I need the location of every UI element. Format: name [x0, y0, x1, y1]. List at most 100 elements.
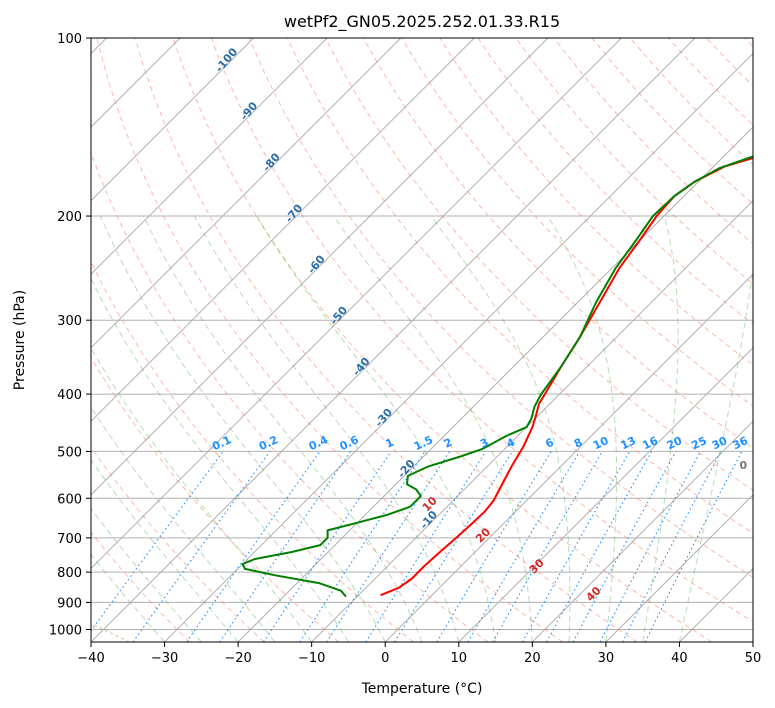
overlay-label-layer: 0.1 0.2 0.4 0.6 1 1.5 2 3 4 6 8 10 13 16 20 25 30 36-100-… [210, 45, 750, 604]
mixing-ratio-label: 16 [641, 434, 661, 452]
dry-adiabat-label: -30 [372, 406, 395, 430]
moist-adiabat-label: 40 [584, 584, 604, 604]
mixing-ratio-line [394, 451, 513, 642]
moist-adiabat-line [333, 215, 533, 642]
isotherm-line [91, 38, 255, 202]
dewpoint-profile-line [241, 155, 753, 598]
mixing-ratio-line [365, 451, 487, 642]
y-axis-label: Pressure (hPa) [12, 290, 28, 390]
mixing-ratio-line [186, 451, 321, 642]
mixing-ratio-line [299, 451, 426, 642]
mixing-ratio-label: 0.4 [307, 433, 330, 453]
moist-adiabat-label: 30 [527, 556, 547, 576]
mixing-ratio-line [644, 451, 743, 642]
mixing-ratio-label: 36 [731, 434, 751, 452]
dry-adiabat-line [668, 38, 753, 126]
adiabat-layer [91, 38, 753, 642]
dry-adiabat-line [248, 38, 753, 578]
dry-adiabat-line [91, 531, 191, 642]
dry-adiabat-line [591, 38, 753, 205]
dry-adiabat-line [91, 151, 489, 642]
dry-adiabat-line [134, 38, 638, 642]
dry-adiabat-line [553, 38, 753, 245]
mixing-ratio-label: 20 [665, 434, 685, 452]
x-tick-label: 20 [524, 651, 541, 666]
mixing-ratio-line [546, 451, 653, 642]
y-tick-label: 1000 [49, 623, 82, 638]
moist-adiabat-label: 20 [473, 525, 493, 545]
y-tick-label: 800 [57, 566, 82, 581]
y-tick-label: 400 [57, 388, 82, 403]
mixing-ratio-line [599, 451, 702, 642]
x-tick-label: −30 [151, 651, 178, 666]
moist-adiabat-label: 10 [420, 494, 440, 514]
moist-adiabat-line [143, 215, 423, 642]
mixing-ratio-label: 2 [442, 436, 454, 451]
dry-adiabat-label: -40 [350, 355, 373, 379]
moist-adiabat-line [91, 458, 239, 642]
dry-adiabat-label: -90 [238, 99, 261, 123]
dry-adiabat-label: -20 [395, 457, 418, 481]
moist-adiabat-line [547, 215, 618, 642]
dry-adiabat-line [96, 38, 563, 642]
isotherm-line [91, 38, 402, 349]
grid-layer [91, 38, 753, 642]
mixing-ratio-label: 25 [689, 434, 708, 452]
isotherm-line [91, 38, 475, 423]
mixing-ratio-label: 3 [478, 436, 490, 451]
y-tick-label: 600 [57, 492, 82, 507]
mixing-ratio-line [263, 451, 392, 642]
moist-adiabat-line [91, 553, 165, 642]
mixing-ratio-label: 0.2 [257, 433, 280, 453]
x-tick-label: −10 [298, 651, 325, 666]
dry-adiabat-line [91, 445, 265, 642]
zero-label: 0 [739, 459, 747, 472]
x-tick-label: 40 [671, 651, 688, 666]
moist-adiabat-line [430, 215, 571, 642]
dry-adiabat-line [439, 38, 753, 366]
dry-adiabat-line [91, 356, 340, 642]
x-tick-label: 30 [598, 651, 615, 666]
dry-adiabat-line [401, 38, 753, 407]
dry-adiabat-label: -100 [213, 45, 241, 75]
y-tick-label: 700 [57, 532, 82, 547]
dry-adiabat-line [91, 260, 414, 642]
series-layer [241, 155, 753, 598]
mixing-ratio-line [219, 451, 352, 642]
x-tick-label: −20 [224, 651, 251, 666]
dry-adiabat-line [706, 38, 753, 87]
isotherm-line [458, 347, 753, 642]
y-tick-label: 100 [57, 32, 82, 47]
moist-adiabat-line [642, 215, 679, 642]
mixing-ratio-label: 13 [618, 434, 637, 452]
temperature-profile-line [380, 156, 753, 597]
y-tick-label: 900 [57, 596, 82, 611]
mixing-ratio-label: 0.1 [210, 433, 233, 453]
mixing-ratio-line [467, 451, 581, 642]
moist-adiabat-line [91, 346, 313, 642]
isotherm-line [91, 38, 696, 642]
x-axis: −40 −30 −20 −10 0 10 20 30 40 50 [77, 642, 761, 666]
isotherm-line [91, 38, 328, 275]
x-tick-label: 50 [745, 651, 762, 666]
moist-adiabat-line [91, 406, 276, 642]
moist-adiabat-line [678, 264, 753, 642]
isotherm-line [164, 52, 753, 642]
isotherm-line [237, 126, 753, 642]
dry-adiabat-label: -70 [283, 201, 306, 225]
x-tick-label: −40 [77, 651, 104, 666]
plot-area [91, 38, 753, 642]
mixing-ratio-line [326, 451, 451, 642]
isotherm-line [91, 38, 549, 496]
mixing-ratio-line [522, 451, 631, 642]
isotherm-line [679, 567, 753, 642]
x-tick-label: 10 [451, 651, 468, 666]
dry-adiabat-label: -80 [260, 150, 283, 174]
dry-adiabat-line [744, 38, 753, 48]
y-axis: 100 200 300 400 500 600 700 800 900 1000 [49, 32, 91, 638]
isotherm-line [384, 273, 753, 642]
dry-adiabat-line [210, 38, 753, 623]
x-axis-label: Temperature (°C) [361, 681, 483, 697]
isotherm-line [531, 420, 753, 642]
